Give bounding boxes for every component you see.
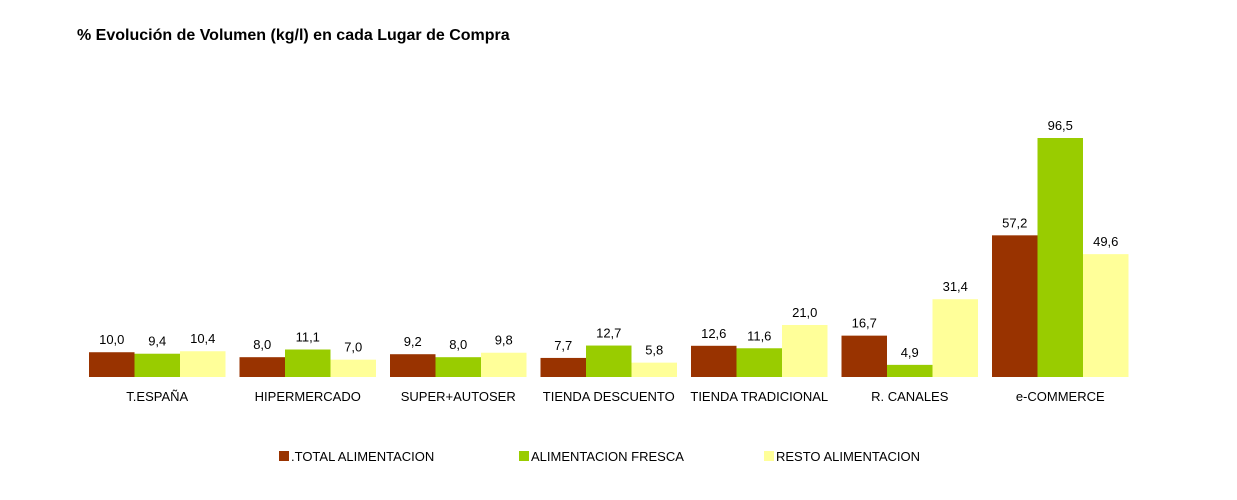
data-label: 16,7 xyxy=(852,316,877,331)
bar xyxy=(691,345,737,377)
category-label: TIENDA DESCUENTO xyxy=(543,389,675,404)
bar xyxy=(180,351,226,377)
data-label: 31,4 xyxy=(943,279,968,294)
legend-swatch xyxy=(519,451,529,461)
data-label: 57,2 xyxy=(1002,215,1027,230)
data-label: 49,6 xyxy=(1093,234,1118,249)
bar xyxy=(736,348,782,377)
data-label: 9,2 xyxy=(404,334,422,349)
legend-label: .TOTAL ALIMENTACION xyxy=(291,449,434,464)
data-label: 8,0 xyxy=(449,337,467,352)
chart-title: % Evolución de Volumen (kg/l) en cada Lu… xyxy=(77,27,510,44)
category-label: e-COMMERCE xyxy=(1016,389,1105,404)
bar xyxy=(1083,254,1129,377)
bar xyxy=(89,352,135,377)
bar xyxy=(390,354,436,377)
bar xyxy=(932,299,978,377)
data-label: 9,8 xyxy=(495,333,513,348)
category-label: T.ESPAÑA xyxy=(126,389,188,404)
legend-swatch xyxy=(764,451,774,461)
data-label: 10,0 xyxy=(99,332,124,347)
legend-label: RESTO ALIMENTACION xyxy=(776,449,920,464)
bar xyxy=(330,359,376,377)
bar xyxy=(782,324,828,377)
bar xyxy=(992,235,1038,377)
data-label: 4,9 xyxy=(901,345,919,360)
legend-swatch xyxy=(279,451,289,461)
bar xyxy=(285,349,331,377)
data-label: 11,1 xyxy=(296,330,320,345)
data-label: 10,4 xyxy=(190,331,215,346)
category-label: TIENDA TRADICIONAL xyxy=(690,389,828,404)
data-label: 7,0 xyxy=(344,340,362,355)
data-label: 7,7 xyxy=(554,338,572,353)
legend-label: ALIMENTACION FRESCA xyxy=(531,449,684,464)
bar xyxy=(841,335,887,377)
bar xyxy=(586,345,632,377)
bar xyxy=(1037,138,1083,377)
bar xyxy=(887,364,933,377)
data-label: 9,4 xyxy=(148,334,166,349)
data-label: 12,6 xyxy=(701,326,726,341)
bar xyxy=(134,353,180,377)
data-label: 8,0 xyxy=(253,337,271,352)
data-label: 5,8 xyxy=(645,343,663,358)
bar xyxy=(239,357,285,377)
data-label: 11,6 xyxy=(747,328,771,343)
bar xyxy=(631,362,677,377)
category-label: HIPERMERCADO xyxy=(255,389,361,404)
bar xyxy=(481,352,527,377)
bar xyxy=(435,357,481,377)
data-label: 96,5 xyxy=(1048,118,1073,133)
category-label: SUPER+AUTOSER xyxy=(401,389,516,404)
data-label: 21,0 xyxy=(792,305,817,320)
data-label: 12,7 xyxy=(596,326,621,341)
category-label: R. CANALES xyxy=(871,389,949,404)
bar xyxy=(540,357,586,377)
